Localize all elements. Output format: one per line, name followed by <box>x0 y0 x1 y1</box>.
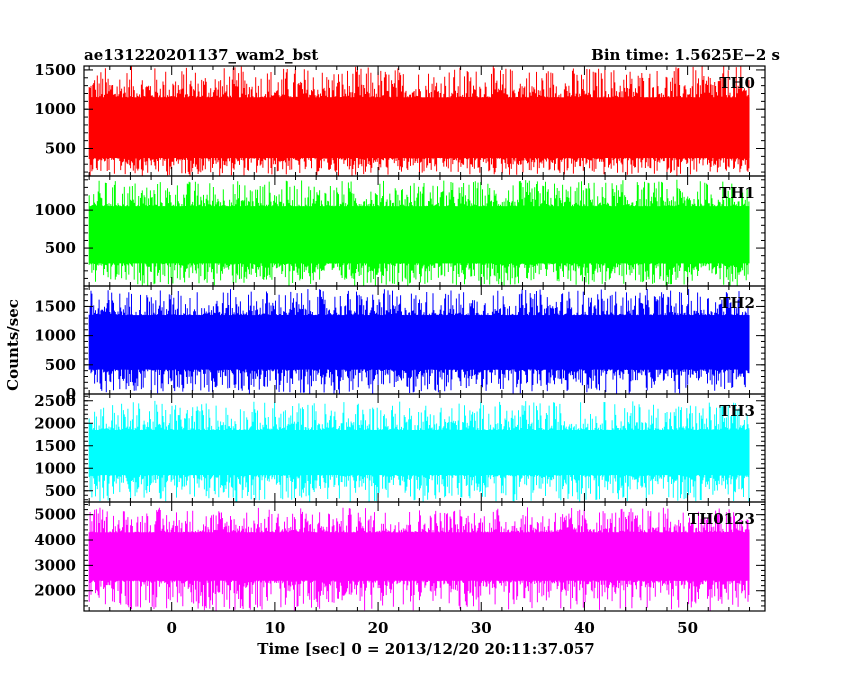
series-th1-line <box>88 179 750 286</box>
y-tick-label: 1500 <box>34 437 76 455</box>
panel-th3: 500 1000 1500 2000 2500 TH3 <box>34 392 766 503</box>
panel-label-th1: TH1 <box>719 184 755 202</box>
x-tick-label: 30 <box>471 619 492 637</box>
chart-title: ae131220201137_wam2_bst <box>84 46 318 64</box>
panel-label-th0123: TH0123 <box>688 510 755 528</box>
y-tick-label: 2500 <box>34 392 76 410</box>
y-tick-label: 1500 <box>34 61 76 79</box>
bin-time-label: Bin time: 1.5625E−2 s <box>591 46 780 64</box>
y-tick-label: 5000 <box>34 506 76 524</box>
series-th0123-line <box>88 507 750 611</box>
series-th0-line <box>88 66 750 176</box>
x-tick-label: 40 <box>574 619 595 637</box>
panel-label-th3: TH3 <box>719 402 755 420</box>
y-tick-label: 1000 <box>34 459 76 477</box>
x-tick-label: 10 <box>264 619 285 637</box>
y-tick-label: 1000 <box>34 100 76 118</box>
panel-label-th2: TH2 <box>719 294 755 312</box>
series-th0-data <box>88 66 750 176</box>
panel-th1: 500 1000 TH1 <box>34 175 766 287</box>
series-th0123-data <box>88 507 750 611</box>
x-tick-label: 50 <box>677 619 698 637</box>
y-tick-label: 1000 <box>34 201 76 219</box>
x-tick-label: 20 <box>368 619 389 637</box>
y-tick-label: 1000 <box>34 327 76 345</box>
series-th1-data <box>88 179 750 286</box>
series-th3-line <box>88 400 750 502</box>
y-tick-label: 2000 <box>34 582 76 600</box>
y-tick-label: 2000 <box>34 414 76 432</box>
series-th2-line <box>88 289 750 394</box>
panel-th0123: 2000 3000 4000 5000 TH0123 <box>34 501 766 612</box>
x-tick-label: 0 <box>166 619 176 637</box>
y-tick-label: 500 <box>45 482 76 500</box>
y-tick-label: 1500 <box>34 297 76 315</box>
x-axis-label: Time [sec] 0 = 2013/12/20 20:11:37.057 <box>257 640 594 658</box>
series-th3-data <box>88 400 750 502</box>
series-th2-data <box>88 289 750 394</box>
y-tick-label: 0 <box>66 385 76 403</box>
y-tick-label: 500 <box>45 239 76 257</box>
y-tick-label: 4000 <box>34 531 76 549</box>
y-tick-label: 500 <box>45 140 76 158</box>
panel-frame <box>83 501 766 612</box>
y-tick-label: 500 <box>45 356 76 374</box>
panel-th2: 0 500 1000 1500 TH2 <box>34 285 766 403</box>
y-tick-label: 3000 <box>34 556 76 574</box>
panel-label-th0: TH0 <box>719 74 755 92</box>
y-axis-label: Counts/sec <box>4 299 22 391</box>
panel-th0: 500 1000 1500 TH0 <box>34 61 766 177</box>
